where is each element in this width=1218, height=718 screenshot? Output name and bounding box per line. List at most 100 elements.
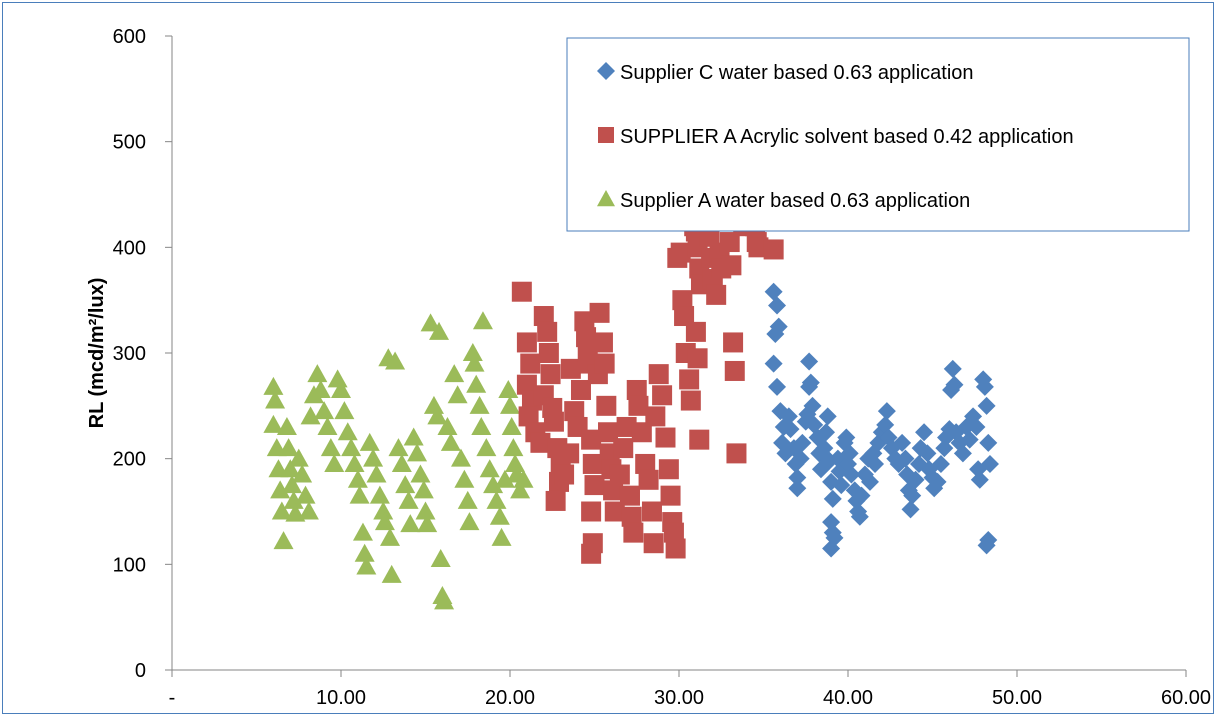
data-point: [407, 443, 428, 462]
legend-marker: [597, 190, 615, 207]
data-point: [699, 226, 720, 247]
data-point: [823, 489, 842, 508]
data-point: [685, 321, 706, 342]
data-point: [931, 454, 950, 473]
data-point: [876, 415, 895, 434]
y-tick-label: 0: [135, 660, 146, 682]
data-point: [574, 311, 595, 332]
data-point: [434, 591, 455, 610]
data-point: [788, 479, 807, 498]
data-point: [626, 379, 647, 400]
data-point: [779, 407, 798, 426]
data-point: [545, 490, 566, 511]
data-point: [594, 353, 615, 374]
data-point: [559, 443, 580, 464]
data-point: [582, 453, 603, 474]
data-point: [300, 406, 321, 425]
data-point: [928, 472, 947, 491]
data-point: [660, 485, 681, 506]
data-point: [832, 476, 851, 495]
data-point: [768, 296, 787, 315]
data-point: [860, 472, 879, 491]
data-point: [977, 396, 996, 415]
data-point: [516, 374, 537, 395]
data-point: [977, 536, 996, 555]
data-point: [510, 480, 531, 499]
data-point: [609, 464, 630, 485]
data-point: [687, 348, 708, 369]
data-point: [466, 374, 487, 393]
data-point: [645, 406, 666, 427]
data-point: [276, 416, 297, 435]
data-point: [960, 430, 979, 449]
data-point: [263, 376, 284, 395]
data-point: [596, 395, 617, 416]
data-points: [263, 112, 999, 610]
data-point: [680, 390, 701, 411]
data-point: [635, 453, 656, 474]
data-point: [395, 475, 416, 494]
data-point: [479, 459, 500, 478]
y-axis-label: RL (mcd/m²/lux): [86, 278, 108, 429]
data-point: [486, 490, 507, 509]
data-point: [271, 501, 292, 520]
data-point: [852, 486, 871, 505]
data-point: [604, 501, 625, 522]
data-point: [462, 343, 483, 361]
data-point: [513, 469, 534, 488]
data-point: [450, 448, 471, 467]
x-tick-label: 10.00: [316, 687, 366, 709]
data-point: [341, 438, 362, 457]
data-point: [403, 427, 424, 446]
data-point: [817, 423, 836, 442]
data-point: [706, 284, 727, 305]
data-point: [454, 469, 475, 488]
data-point: [501, 416, 522, 435]
x-tick-label: -: [169, 687, 176, 709]
y-tick-label: 400: [113, 237, 146, 259]
data-point: [471, 416, 492, 435]
data-point: [347, 469, 368, 488]
data-point: [292, 464, 313, 483]
legend-box: [566, 37, 1190, 232]
data-point: [564, 401, 585, 422]
data-point: [724, 360, 745, 381]
legend-entry: SUPPLIER A Acrylic solvent based 0.42 ap…: [620, 126, 1074, 148]
x-tick-label: 50.00: [992, 687, 1042, 709]
data-point: [652, 385, 673, 406]
data-point: [352, 522, 373, 541]
x-tick-label: 20.00: [485, 687, 535, 709]
data-point: [437, 416, 458, 435]
data-point: [270, 480, 291, 499]
data-point: [265, 390, 286, 409]
data-point: [901, 500, 920, 519]
data-point: [903, 486, 922, 505]
data-point: [943, 359, 962, 378]
data-point: [363, 448, 384, 467]
series-diamond: [764, 282, 999, 558]
data-point: [603, 480, 624, 501]
data-point: [866, 454, 885, 473]
y-tick-label: 500: [113, 132, 146, 154]
data-point: [505, 453, 526, 472]
data-point: [388, 438, 409, 457]
data-point: [953, 444, 972, 463]
data-point: [273, 531, 294, 550]
data-point: [400, 514, 421, 533]
data-point: [331, 379, 351, 398]
data-point: [457, 490, 478, 509]
data-point: [263, 414, 284, 433]
data-point: [543, 411, 564, 432]
data-point: [430, 549, 451, 568]
data-point: [354, 543, 375, 562]
data-point: [530, 432, 551, 453]
data-point: [417, 514, 438, 533]
data-point: [979, 433, 998, 452]
x-tick-label: 40.00: [823, 687, 873, 709]
data-point: [643, 533, 664, 554]
data-point: [665, 538, 686, 559]
data-point: [537, 321, 558, 342]
data-point: [476, 438, 497, 457]
data-point: [281, 475, 302, 494]
